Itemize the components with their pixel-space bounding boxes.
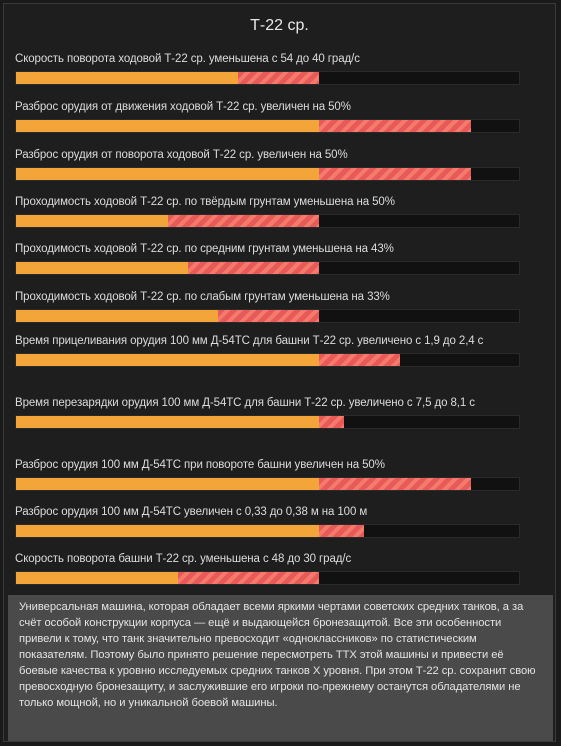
- panel-title: Т-22 ср.: [250, 17, 309, 34]
- stat-item: Скорость поворота башни Т-22 ср. уменьше…: [15, 552, 525, 585]
- stat-item: Проходимость ходовой Т-22 ср. по слабым …: [15, 290, 525, 323]
- stat-bar-track: [15, 119, 520, 133]
- vehicle-description: Универсальная машина, которая обладает в…: [8, 595, 553, 741]
- tooltip-panel: Т-22 ср. Скорость поворота ходовой Т-22 …: [3, 3, 556, 742]
- stat-bar-base: [16, 72, 239, 84]
- stat-label: Разброс орудия от движения ходовой Т-22 …: [15, 101, 351, 113]
- stat-bar-change: [177, 572, 319, 584]
- stat-label: Проходимость ходовой Т-22 ср. по средним…: [15, 243, 394, 255]
- stat-bar-change: [319, 525, 365, 537]
- stat-label: Время прицеливания орудия 100 мм Д-54ТС …: [15, 335, 484, 347]
- stat-item: Разброс орудия 100 мм Д-54ТС при поворот…: [15, 458, 525, 491]
- stat-bar-track: [15, 477, 520, 491]
- stat-bar-track: [15, 524, 520, 538]
- stat-bar-change: [218, 310, 319, 322]
- stat-item: Разброс орудия 100 мм Д-54ТС увеличен с …: [15, 505, 525, 538]
- stat-bar-base: [16, 168, 319, 180]
- stat-bar-change: [238, 72, 319, 84]
- stat-item: Проходимость ходовой Т-22 ср. по твёрдым…: [15, 195, 525, 228]
- stat-bar-track: [15, 571, 520, 585]
- stat-bar-base: [16, 215, 168, 227]
- stat-label: Проходимость ходовой Т-22 ср. по слабым …: [15, 291, 390, 303]
- stat-bar-track: [15, 167, 520, 181]
- stat-bar-base: [16, 478, 319, 490]
- stat-bar-track: [15, 353, 520, 367]
- stat-bar-track: [15, 71, 520, 85]
- stat-bar-base: [16, 262, 188, 274]
- stat-label: Время перезарядки орудия 100 мм Д-54ТС д…: [15, 397, 475, 409]
- stat-bar-change: [319, 354, 400, 366]
- stat-bar-base: [16, 416, 319, 428]
- stat-label: Скорость поворота башни Т-22 ср. уменьше…: [15, 553, 352, 565]
- stat-bar-change: [319, 416, 345, 428]
- stat-item: Разброс орудия от поворота ходовой Т-22 …: [15, 148, 525, 181]
- stat-bar-base: [16, 120, 319, 132]
- stat-bar-change: [167, 215, 319, 227]
- stat-bar-track: [15, 261, 520, 275]
- stat-bar-track: [15, 415, 520, 429]
- stat-bar-track: [15, 309, 520, 323]
- stat-bar-track: [15, 214, 520, 228]
- stat-label: Разброс орудия 100 мм Д-54ТС увеличен с …: [15, 506, 368, 518]
- stat-bar-base: [16, 310, 218, 322]
- stat-bar-change: [319, 478, 471, 490]
- stat-item: Проходимость ходовой Т-22 ср. по средним…: [15, 242, 525, 275]
- stat-item: Разброс орудия от движения ходовой Т-22 …: [15, 100, 525, 133]
- stat-item: Скорость поворота ходовой Т-22 ср. умень…: [15, 52, 525, 85]
- stat-item: Время перезарядки орудия 100 мм Д-54ТС д…: [15, 396, 525, 429]
- stat-bar-base: [16, 572, 178, 584]
- stat-label: Скорость поворота ходовой Т-22 ср. умень…: [15, 53, 360, 65]
- stat-label: Разброс орудия от поворота ходовой Т-22 …: [15, 149, 348, 161]
- stat-bar-base: [16, 525, 319, 537]
- stat-label: Разброс орудия 100 мм Д-54ТС при поворот…: [15, 459, 385, 471]
- stat-bar-change: [319, 168, 471, 180]
- stat-bar-base: [16, 354, 319, 366]
- stat-item: Время прицеливания орудия 100 мм Д-54ТС …: [15, 334, 525, 367]
- stat-label: Проходимость ходовой Т-22 ср. по твёрдым…: [15, 196, 395, 208]
- stat-bar-change: [319, 120, 471, 132]
- stat-bar-change: [187, 262, 319, 274]
